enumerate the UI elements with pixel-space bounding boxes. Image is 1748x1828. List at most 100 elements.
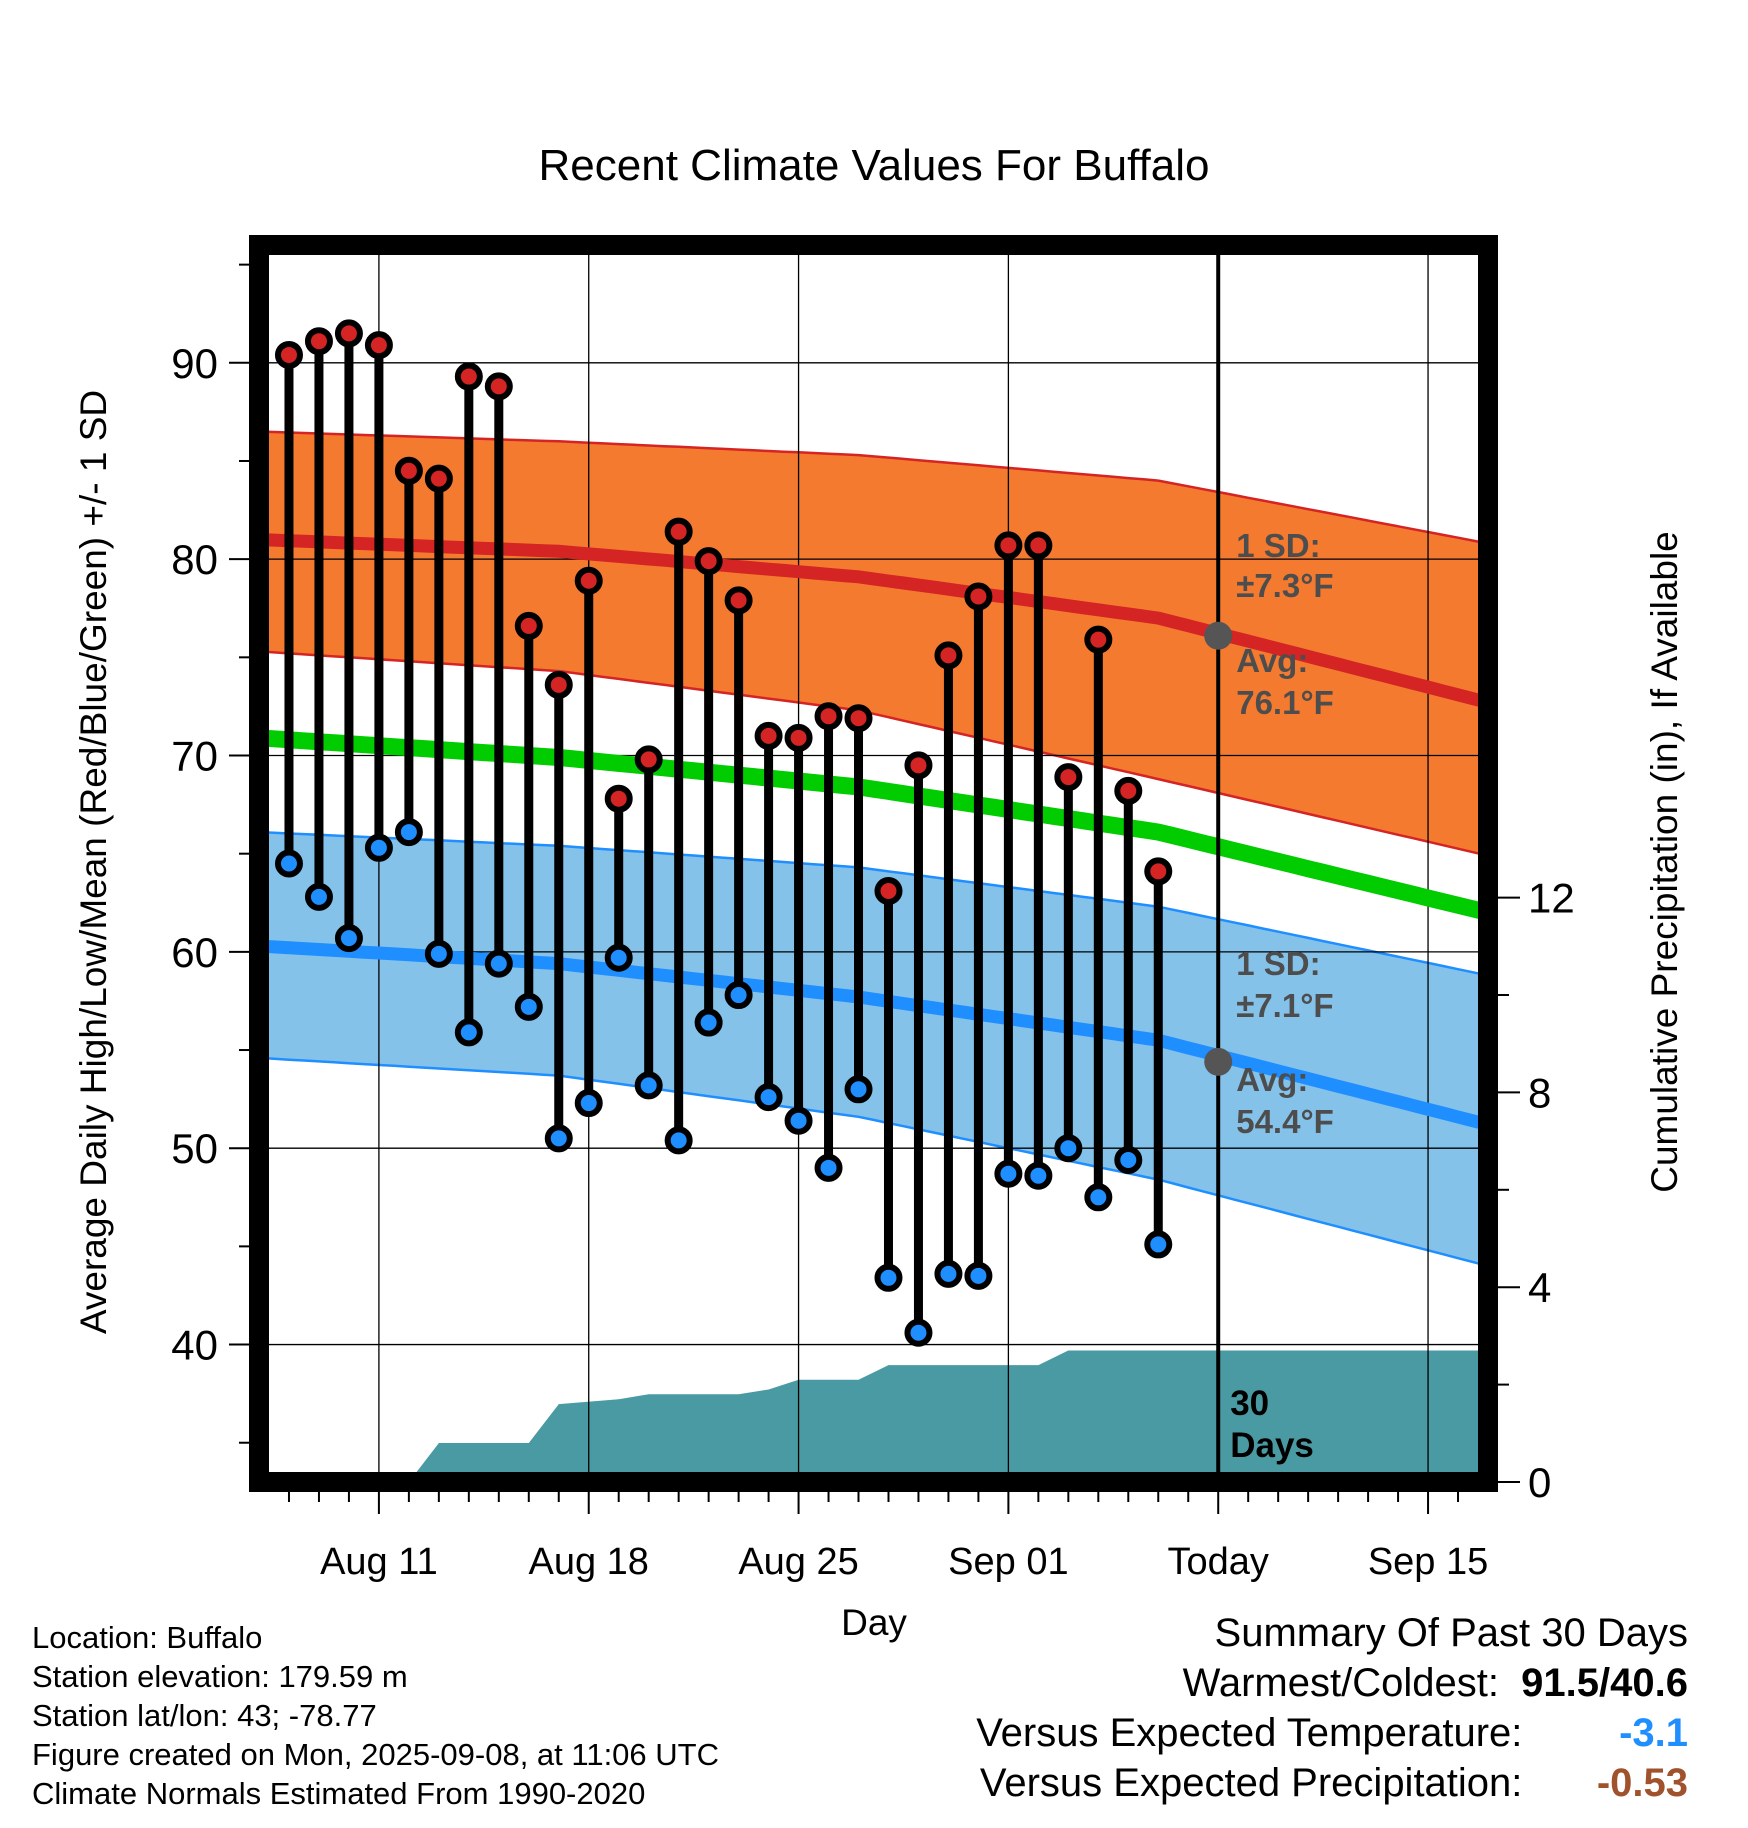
daily-high-point (544, 670, 573, 699)
daily-high-point (394, 456, 423, 485)
daily-high-point (484, 372, 513, 401)
daily-high-point (574, 566, 603, 595)
daily-low-point (304, 882, 333, 911)
daily-low-point (994, 1159, 1023, 1188)
daily-high-point (604, 784, 633, 813)
low-avg-value: 54.4°F (1236, 1103, 1334, 1140)
high-sd-upper-edge (259, 430, 1488, 545)
low-sd-label: 1 SD: (1236, 945, 1320, 982)
plot-area (259, 245, 1488, 1482)
x-tick-label: Sep 01 (948, 1541, 1068, 1583)
x-tick-label: Aug 18 (529, 1541, 649, 1583)
daily-high-point (904, 751, 933, 780)
y-axis-label: Average Daily High/Low/Mean (Red/Blue/Gr… (73, 390, 114, 1334)
daily-high-point (1054, 763, 1083, 792)
daily-high-point (694, 547, 723, 576)
high-normal-line (259, 533, 1488, 709)
daily-high-point (784, 723, 813, 752)
today-high-normal-marker (1204, 621, 1233, 650)
daily-high-point (934, 641, 963, 670)
daily-low-point (274, 849, 303, 878)
x-tick-label: Today (1168, 1541, 1269, 1583)
mean-normal-line (259, 729, 1488, 921)
precip-label: Versus Expected Precipitation: (979, 1761, 1523, 1805)
daily-low-point (874, 1263, 903, 1292)
daily-high-point (514, 611, 543, 640)
x-tick-label: Aug 11 (320, 1541, 438, 1583)
station-info: Location: Buffalo Station elevation: 179… (32, 1618, 719, 1813)
temp-label: Versus Expected Temperature: (976, 1711, 1523, 1755)
high-avg-label: Avg: (1236, 642, 1308, 679)
precipitation-area (408, 1350, 1488, 1482)
daily-high-point (334, 319, 363, 348)
daily-high-point (634, 745, 663, 774)
daily-low-point (364, 833, 393, 862)
daily-low-point (1144, 1230, 1173, 1259)
daily-low-point (964, 1261, 993, 1290)
y-tick-label: 80 (171, 536, 218, 583)
elevation-text: Station elevation: 179.59 m (32, 1659, 408, 1694)
summary-temp-row: Versus Expected Temperature: -3.1 (788, 1708, 1688, 1758)
low-sd-lower-edge (259, 1056, 1488, 1268)
daily-high-point (1114, 776, 1143, 805)
daily-low-point (934, 1259, 963, 1288)
high-sd-lower-edge (259, 650, 1488, 857)
daily-low-point (544, 1124, 573, 1153)
high-sd-band (259, 431, 1488, 856)
precip-value: -0.53 (1596, 1761, 1688, 1805)
high-sd-label: 1 SD: (1236, 527, 1320, 564)
warm-label: Warmest/Coldest: (1182, 1661, 1499, 1705)
daily-low-point (634, 1071, 663, 1100)
daily-low-point (1024, 1161, 1053, 1190)
daily-high-point (1024, 531, 1053, 560)
daily-high-point (274, 340, 303, 369)
low-sd-upper-edge (259, 830, 1488, 977)
summary-precip-row: Versus Expected Precipitation: -0.53 (788, 1758, 1688, 1808)
daily-low-point (454, 1018, 483, 1047)
daily-high-point (724, 586, 753, 615)
daily-low-point (484, 949, 513, 978)
daily-high-point (754, 721, 783, 750)
daily-low-point (574, 1089, 603, 1118)
low-avg-label: Avg: (1236, 1061, 1308, 1098)
low-sd-value: ±7.1°F (1236, 987, 1333, 1024)
normals-text: Climate Normals Estimated From 1990-2020 (32, 1776, 646, 1811)
x-tick-label: Aug 25 (738, 1541, 858, 1583)
daily-high-point (424, 464, 453, 493)
days-label-number: 30 (1230, 1384, 1269, 1423)
daily-high-point (364, 331, 393, 360)
daily-low-point (694, 1008, 723, 1037)
daily-high-point (454, 362, 483, 391)
daily-high-point (874, 876, 903, 905)
today-low-normal-marker (1204, 1047, 1233, 1076)
daily-low-point (754, 1083, 783, 1112)
daily-low-point (724, 981, 753, 1010)
daily-high-point (664, 517, 693, 546)
y-tick-label: 40 (171, 1322, 218, 1369)
daily-high-point (994, 531, 1023, 560)
daily-low-point (394, 818, 423, 847)
daily-high-point (1084, 625, 1113, 654)
y2-tick-label: 0 (1528, 1459, 1551, 1506)
y-tick-label: 50 (171, 1125, 218, 1172)
high-sd-value: ±7.3°F (1236, 567, 1333, 604)
daily-high-point (844, 704, 873, 733)
daily-low-point (604, 943, 633, 972)
daily-low-point (424, 939, 453, 968)
daily-low-point (514, 992, 543, 1021)
days-label-text: Days (1230, 1426, 1314, 1465)
daily-low-point (1114, 1145, 1143, 1174)
daily-low-point (334, 924, 363, 953)
y-tick-label: 60 (171, 929, 218, 976)
y2-tick-label: 12 (1528, 875, 1575, 922)
daily-low-point (1054, 1134, 1083, 1163)
temp-value: -3.1 (1619, 1711, 1688, 1755)
daily-high-point (1144, 857, 1173, 886)
summary-panel: Summary Of Past 30 Days Warmest/Coldest:… (788, 1608, 1688, 1808)
x-axis-label: Day (841, 1602, 907, 1643)
y-tick-label: 90 (171, 340, 218, 387)
y2-tick-label: 4 (1528, 1264, 1551, 1311)
created-text: Figure created on Mon, 2025-09-08, at 11… (32, 1737, 719, 1772)
plot-frame (249, 235, 1498, 1492)
